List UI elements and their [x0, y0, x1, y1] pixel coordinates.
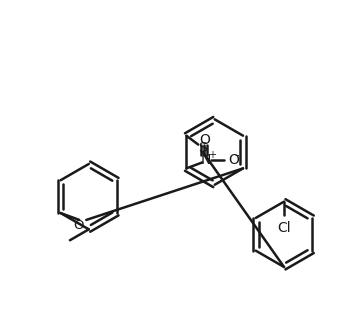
Text: O: O: [199, 133, 210, 147]
Text: O: O: [73, 219, 84, 232]
Text: S: S: [198, 141, 206, 155]
Text: -: -: [235, 149, 239, 162]
Text: Cl: Cl: [277, 221, 291, 235]
Text: N: N: [201, 153, 212, 167]
Text: O: O: [228, 153, 239, 167]
Text: +: +: [208, 150, 216, 160]
